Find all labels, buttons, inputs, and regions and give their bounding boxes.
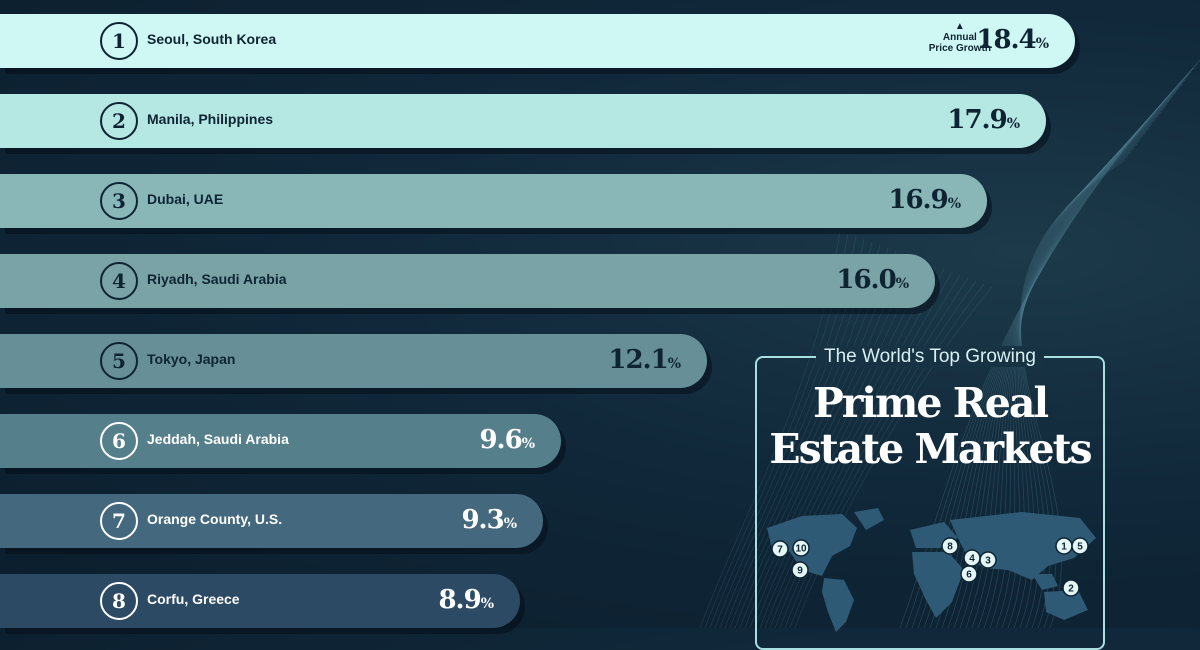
svg-text:6: 6 — [966, 570, 972, 581]
decorative-line — [754, 262, 929, 628]
map-pin-3: 3 — [979, 551, 997, 569]
category-label: Tokyo, Japan — [147, 351, 236, 367]
decorative-line — [769, 271, 953, 628]
value-unit: % — [895, 276, 909, 292]
value-number: 16.0 — [836, 265, 896, 295]
decorative-line — [779, 277, 969, 628]
map-pin-5: 5 — [1071, 537, 1089, 555]
rank-badge: 6 — [100, 422, 138, 460]
value-label: 9.3% — [461, 505, 517, 535]
bar-1: 1 Seoul, South Korea 18.4% ▲ Annual Price Gro… — [0, 14, 1075, 68]
title-panel: The World's Top Growing Prime Real Estat… — [755, 346, 1105, 650]
value-label: 17.9% — [947, 105, 1020, 135]
value-number: 18.4 — [976, 25, 1036, 55]
svg-text:8: 8 — [947, 542, 953, 553]
value-unit: % — [947, 196, 961, 212]
map-pin-6: 6 — [960, 565, 978, 583]
bar-4: 4 Riyadh, Saudi Arabia 16.0% — [0, 254, 935, 308]
svg-text:9: 9 — [797, 566, 803, 577]
rank-badge: 3 — [100, 182, 138, 220]
map-pins: 7 10 9 8 4 3 6 1 5 2 — [771, 537, 1089, 597]
decorative-line — [789, 283, 985, 628]
bar-2: 2 Manila, Philippines 17.9% — [0, 94, 1046, 148]
chart-title: Prime Real Estate Markets — [757, 380, 1103, 472]
decorative-line — [941, 87, 1180, 628]
value-label: 18.4% — [976, 25, 1049, 55]
up-arrow-icon: ▲ — [954, 21, 965, 32]
decorative-line — [759, 265, 937, 628]
map-pin-10: 10 — [792, 539, 810, 557]
map-pin-9: 9 — [791, 561, 809, 579]
value-number: 8.9 — [438, 585, 481, 615]
rank-badge: 1 — [100, 22, 138, 60]
bar-7: 7 Orange County, U.S. 9.3% — [0, 494, 543, 548]
value-number: 12.1 — [608, 345, 668, 375]
bar-6: 6 Jeddah, Saudi Arabia 9.6% — [0, 414, 561, 468]
value-unit: % — [480, 596, 494, 612]
rank-badge: 8 — [100, 582, 138, 620]
category-label: Riyadh, Saudi Arabia — [147, 271, 287, 287]
map-pin-2: 2 — [1062, 579, 1080, 597]
map-pin-4: 4 — [963, 549, 981, 567]
rank-badge: 4 — [100, 262, 138, 300]
rank-badge: 5 — [100, 342, 138, 380]
svg-text:7: 7 — [777, 545, 783, 556]
svg-text:3: 3 — [985, 556, 991, 567]
map-pin-1: 1 — [1055, 537, 1073, 555]
bar-5: 5 Tokyo, Japan 12.1% — [0, 334, 707, 388]
value-unit: % — [1035, 36, 1049, 52]
decorative-line — [935, 83, 1183, 628]
svg-text:10: 10 — [795, 544, 807, 555]
category-label: Dubai, UAE — [147, 191, 224, 207]
map-pin-8: 8 — [941, 537, 959, 555]
map-pin-7: 7 — [771, 540, 789, 558]
bar-chart: 1 Seoul, South Korea 18.4% ▲ Annual Price Gro… — [0, 14, 1075, 628]
value-label: 16.9% — [888, 185, 961, 215]
value-number: 17.9 — [947, 105, 1007, 135]
value-label: 16.0% — [836, 265, 909, 295]
decorative-line — [774, 274, 961, 628]
value-label: 12.1% — [608, 345, 681, 375]
value-unit: % — [503, 516, 517, 532]
svg-text:5: 5 — [1077, 542, 1083, 553]
decorative-line — [749, 259, 921, 628]
value-number: 9.3 — [461, 505, 504, 535]
bar-3: 3 Dubai, UAE 16.9% — [0, 174, 987, 228]
value-label: 9.6% — [479, 425, 535, 455]
chart-title-line-1: Prime Real — [812, 379, 1049, 427]
svg-text:1: 1 — [1061, 542, 1067, 553]
category-label: Corfu, Greece — [147, 591, 240, 607]
bar-8: 8 Corfu, Greece 8.9% — [0, 574, 520, 628]
category-label: Seoul, South Korea — [147, 31, 277, 47]
world-map: 7 10 9 8 4 3 6 1 5 2 — [767, 508, 1096, 632]
value-axis-label: ▲ Annual Price Growth — [928, 21, 991, 55]
world-map-landmass — [767, 508, 1096, 632]
svg-text:2: 2 — [1068, 584, 1074, 595]
value-unit: % — [1006, 116, 1020, 132]
category-label: Manila, Philippines — [147, 111, 274, 127]
svg-text:4: 4 — [969, 554, 975, 565]
decorative-line — [794, 286, 993, 628]
category-label: Jeddah, Saudi Arabia — [147, 431, 289, 447]
chart-subtitle: The World's Top Growing — [757, 346, 1103, 368]
value-unit: % — [521, 436, 535, 452]
value-number: 16.9 — [888, 185, 948, 215]
category-label: Orange County, U.S. — [147, 511, 283, 527]
decorative-line — [784, 280, 977, 628]
chart-title-line-2: Estate Markets — [769, 425, 1092, 473]
value-unit: % — [667, 356, 681, 372]
rank-badge: 7 — [100, 502, 138, 540]
value-label: 8.9% — [438, 585, 494, 615]
decorative-line — [764, 268, 945, 628]
rank-badge: 2 — [100, 102, 138, 140]
value-number: 9.6 — [479, 425, 522, 455]
